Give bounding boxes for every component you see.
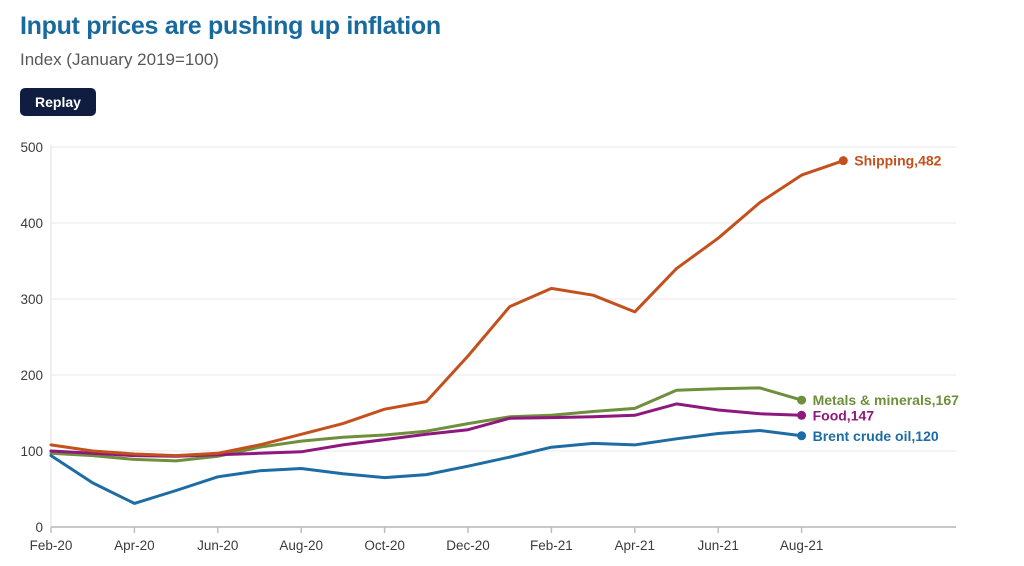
series-line-brent [49,429,804,505]
x-tick-label: Apr-21 [615,538,656,553]
x-tick-label: Jun-20 [197,538,238,553]
y-tick-label: 400 [20,216,43,231]
series-end-label-brent: Brent crude oil,120 [813,428,939,444]
series-end-dot-brent [797,431,807,441]
x-tick-label: Aug-21 [780,538,824,553]
y-tick-label: 500 [20,140,43,155]
series-end-dot-food [797,410,807,420]
x-tick-label: Apr-20 [114,538,155,553]
page-title: Input prices are pushing up inflation [20,12,441,40]
y-tick-label: 300 [20,292,43,307]
series-end-label-metals: Metals & minerals,167 [813,392,960,408]
x-tick-label: Dec-20 [446,538,490,553]
x-tick-label: Jun-21 [698,538,739,553]
series-end-label-food: Food,147 [813,407,875,423]
x-tick-label: Feb-21 [530,538,573,553]
series-line-metals [49,386,804,463]
x-tick-label: Aug-20 [279,538,323,553]
page-subtitle: Index (January 2019=100) [20,50,219,69]
series-end-dot-metals [797,395,807,405]
series-line-shipping [49,159,845,458]
y-tick-label: 100 [20,444,43,459]
replay-button[interactable]: Replay [20,88,96,116]
x-tick-label: Feb-20 [30,538,73,553]
series-end-label-shipping: Shipping,482 [854,153,941,169]
y-tick-label: 200 [20,368,43,383]
x-tick-label: Oct-20 [364,538,405,553]
series-end-dot-shipping [838,156,848,166]
y-tick-label: 0 [35,520,43,535]
